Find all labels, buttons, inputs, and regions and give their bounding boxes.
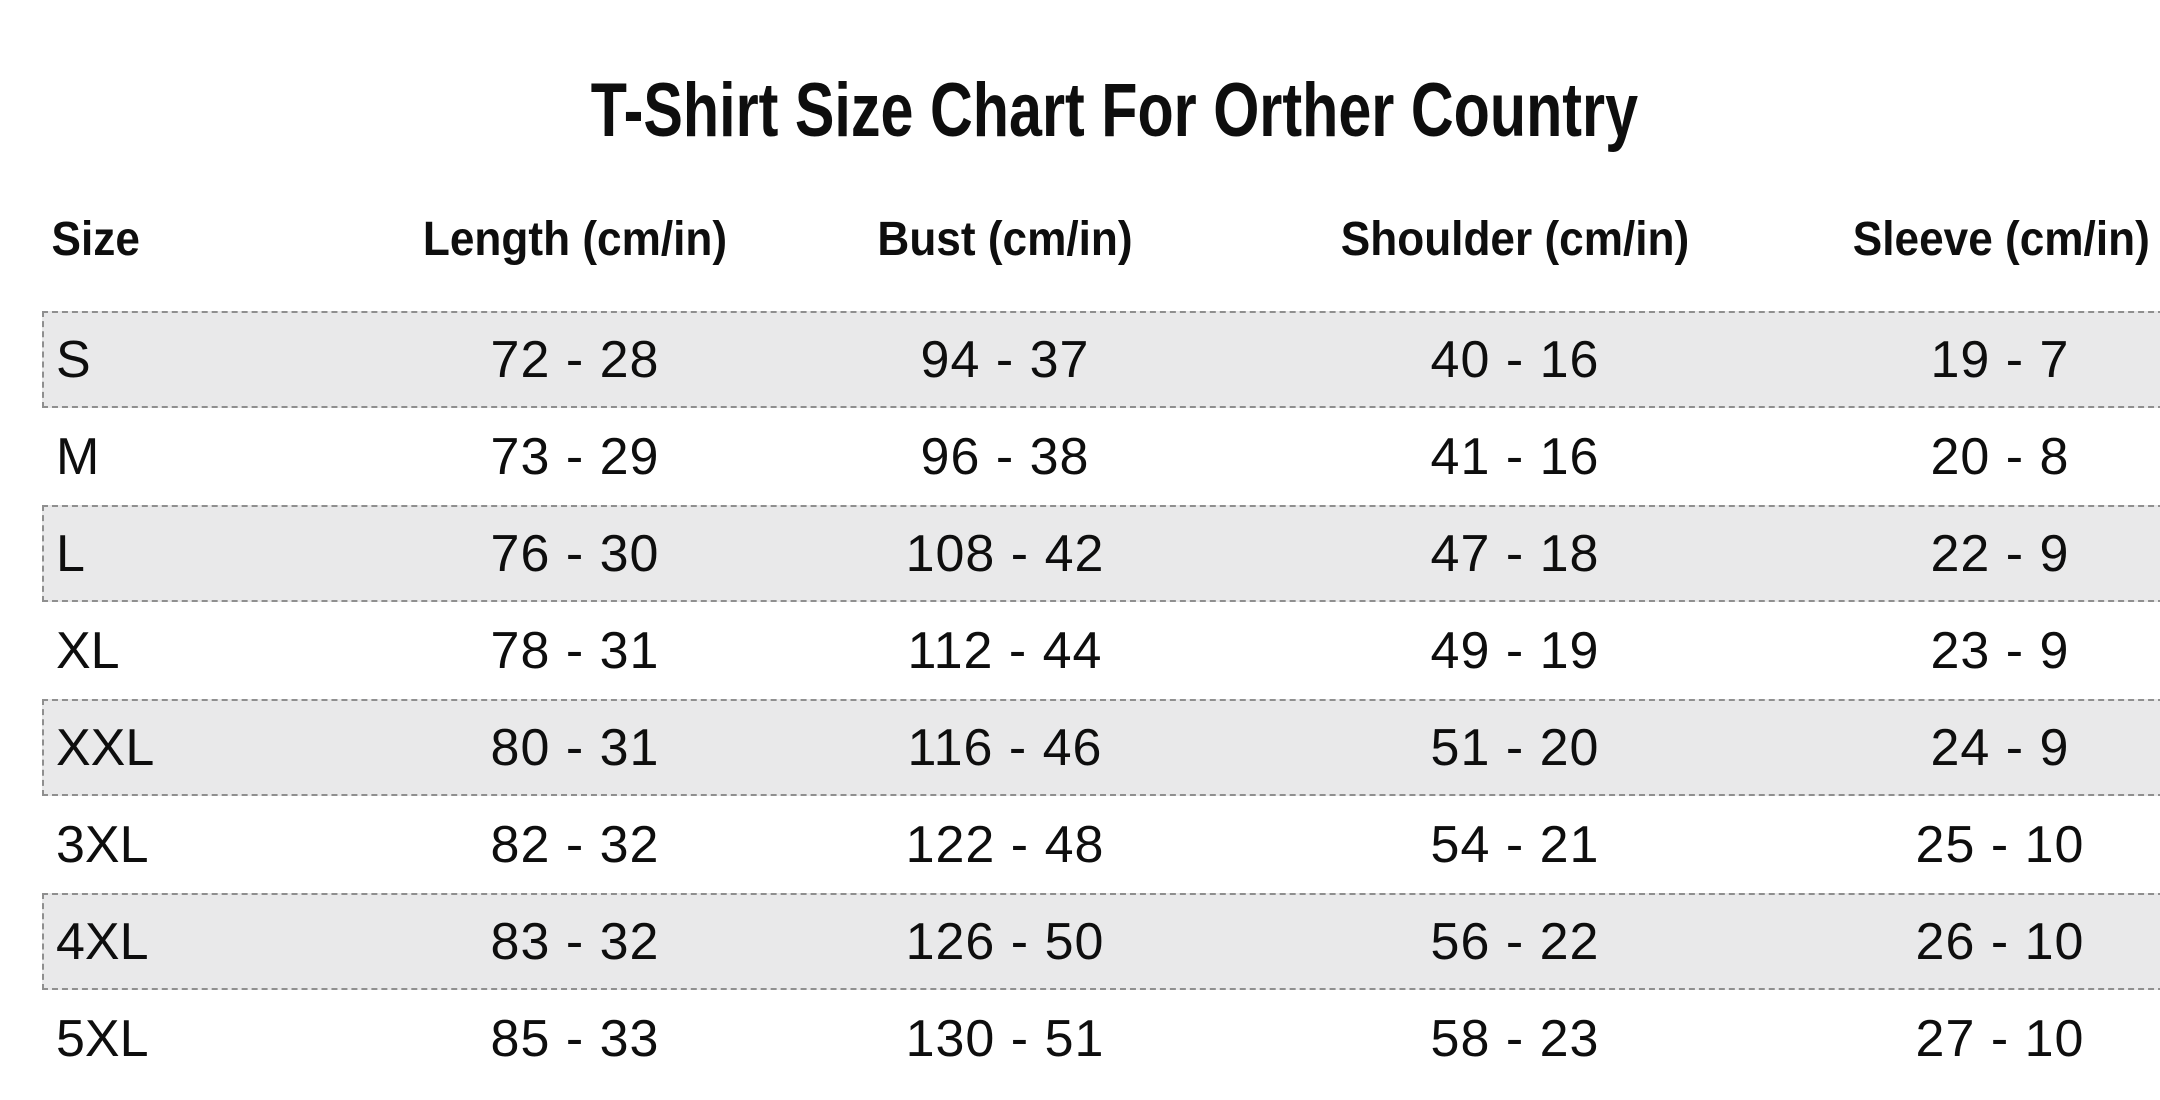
- table-body: S 72 - 28 94 - 37 40 - 16 19 - 7 M 73 - …: [0, 311, 2160, 1087]
- sleeve-cell: 26 - 10: [1915, 912, 2085, 971]
- length-cell: 78 - 31: [490, 621, 660, 680]
- table-row-4xl: 4XL 83 - 32 126 - 50 56 - 22 26 - 10: [0, 893, 2160, 990]
- table-row-l: L 76 - 30 108 - 42 47 - 18 22 - 9: [0, 505, 2160, 602]
- column-header-sleeve: Sleeve (cm/in): [1852, 212, 2150, 266]
- table-row-s: S 72 - 28 94 - 37 40 - 16 19 - 7: [0, 311, 2160, 408]
- column-header-length: Length (cm/in): [422, 212, 728, 266]
- bust-cell: 126 - 50: [905, 912, 1105, 971]
- table-row-5xl: 5XL 85 - 33 130 - 51 58 - 23 27 - 10: [0, 990, 2160, 1087]
- bust-cell: 122 - 48: [905, 815, 1105, 874]
- shoulder-cell: 47 - 18: [1430, 524, 1600, 583]
- page-title-wrap: T-Shirt Size Chart For Orther Country: [0, 52, 2160, 168]
- table-row-xl: XL 78 - 31 112 - 44 49 - 19 23 - 9: [0, 602, 2160, 699]
- length-cell: 82 - 32: [490, 815, 660, 874]
- column-header-shoulder: Shoulder (cm/in): [1340, 212, 1690, 266]
- bust-cell: 108 - 42: [905, 524, 1105, 583]
- length-cell: 76 - 30: [490, 524, 660, 583]
- length-cell: 80 - 31: [490, 718, 660, 777]
- size-cell: 3XL: [56, 815, 149, 874]
- table-header-row: Size Length (cm/in) Bust (cm/in) Shoulde…: [0, 178, 2160, 300]
- bust-cell: 96 - 38: [920, 427, 1090, 486]
- table-row-m: M 73 - 29 96 - 38 41 - 16 20 - 8: [0, 408, 2160, 505]
- shoulder-cell: 58 - 23: [1430, 1009, 1600, 1068]
- sleeve-cell: 25 - 10: [1915, 815, 2085, 874]
- sleeve-cell: 22 - 9: [1930, 524, 2070, 583]
- bust-cell: 112 - 44: [907, 621, 1103, 680]
- table-row-3xl: 3XL 82 - 32 122 - 48 54 - 21 25 - 10: [0, 796, 2160, 893]
- shoulder-cell: 40 - 16: [1430, 330, 1600, 389]
- bust-cell: 94 - 37: [920, 330, 1090, 389]
- size-cell: S: [56, 330, 91, 389]
- size-cell: 5XL: [56, 1009, 149, 1068]
- length-cell: 83 - 32: [490, 912, 660, 971]
- shoulder-cell: 51 - 20: [1430, 718, 1600, 777]
- sleeve-cell: 20 - 8: [1930, 427, 2070, 486]
- page-title: T-Shirt Size Chart For Orther Country: [590, 67, 1638, 153]
- sleeve-cell: 19 - 7: [1930, 330, 2070, 389]
- bust-cell: 130 - 51: [905, 1009, 1105, 1068]
- size-cell: M: [56, 427, 100, 486]
- column-header-size: Size: [51, 212, 140, 266]
- shoulder-cell: 49 - 19: [1430, 621, 1600, 680]
- table-row-xxl: XXL 80 - 31 116 - 46 51 - 20 24 - 9: [0, 699, 2160, 796]
- length-cell: 73 - 29: [490, 427, 660, 486]
- shoulder-cell: 41 - 16: [1430, 427, 1600, 486]
- length-cell: 85 - 33: [490, 1009, 660, 1068]
- length-cell: 72 - 28: [490, 330, 660, 389]
- sleeve-cell: 24 - 9: [1930, 718, 2070, 777]
- sleeve-cell: 27 - 10: [1915, 1009, 2085, 1068]
- size-chart-table: Size Length (cm/in) Bust (cm/in) Shoulde…: [0, 178, 2160, 1087]
- size-cell: 4XL: [56, 912, 149, 971]
- size-cell: XL: [56, 621, 120, 680]
- bust-cell: 116 - 46: [907, 718, 1103, 777]
- size-cell: L: [56, 524, 85, 583]
- shoulder-cell: 54 - 21: [1430, 815, 1600, 874]
- shoulder-cell: 56 - 22: [1430, 912, 1600, 971]
- size-cell: XXL: [56, 718, 155, 777]
- sleeve-cell: 23 - 9: [1930, 621, 2070, 680]
- column-header-bust: Bust (cm/in): [877, 212, 1133, 266]
